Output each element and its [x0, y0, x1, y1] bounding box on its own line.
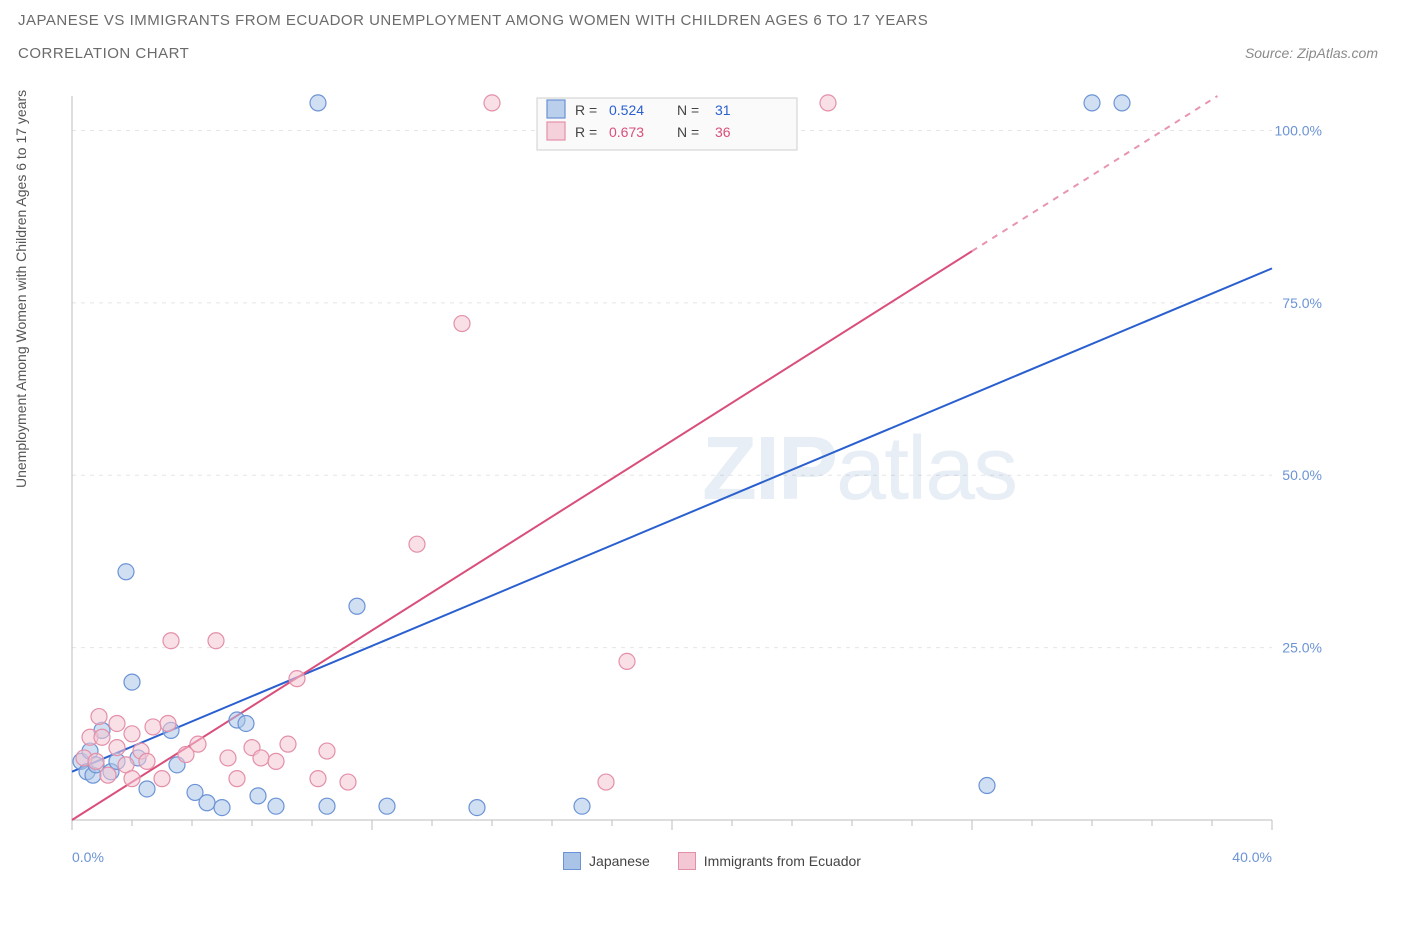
legend-item-ecuador: Immigrants from Ecuador: [678, 852, 861, 870]
legend-swatch-japanese: [563, 852, 581, 870]
y-axis-label: Unemployment Among Women with Children A…: [13, 90, 29, 488]
svg-text:R =: R =: [575, 102, 597, 118]
source-label: Source: ZipAtlas.com: [1245, 45, 1378, 61]
svg-text:50.0%: 50.0%: [1282, 467, 1322, 483]
legend-swatch-ecuador: [678, 852, 696, 870]
svg-text:25.0%: 25.0%: [1282, 640, 1322, 656]
svg-text:36: 36: [715, 124, 731, 140]
svg-text:0.673: 0.673: [609, 124, 644, 140]
svg-text:31: 31: [715, 102, 731, 118]
svg-text:100.0%: 100.0%: [1275, 122, 1322, 138]
plot-svg: 0.0%40.0%25.0%50.0%75.0%100.0%R =0.524N …: [62, 88, 1362, 868]
subtitle-row: CORRELATION CHART Source: ZipAtlas.com: [0, 29, 1406, 62]
svg-text:N =: N =: [677, 124, 699, 140]
svg-text:0.524: 0.524: [609, 102, 644, 118]
legend-item-japanese: Japanese: [563, 852, 650, 870]
legend-label-japanese: Japanese: [589, 853, 650, 869]
legend-bottom: Japanese Immigrants from Ecuador: [62, 852, 1362, 870]
scatter-plot: 0.0%40.0%25.0%50.0%75.0%100.0%R =0.524N …: [62, 88, 1362, 868]
svg-text:75.0%: 75.0%: [1282, 295, 1322, 311]
chart-container: Unemployment Among Women with Children A…: [18, 88, 1388, 898]
chart-title: JAPANESE VS IMMIGRANTS FROM ECUADOR UNEM…: [0, 0, 1406, 29]
svg-text:N =: N =: [677, 102, 699, 118]
svg-text:R =: R =: [575, 124, 597, 140]
chart-subtitle: CORRELATION CHART: [18, 45, 189, 62]
legend-label-ecuador: Immigrants from Ecuador: [704, 853, 861, 869]
